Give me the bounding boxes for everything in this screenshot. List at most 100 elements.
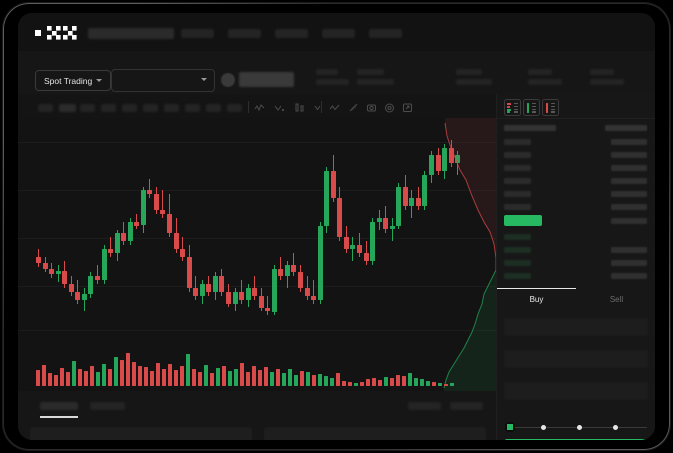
orderbook-ask-row-6[interactable] xyxy=(504,204,531,210)
tab-sell[interactable]: Sell xyxy=(609,295,624,304)
orderbook-ask-row-2[interactable] xyxy=(504,152,531,158)
orderbook-bid-row-1[interactable] xyxy=(504,234,531,240)
orderbook-ask-row-3[interactable] xyxy=(504,165,531,171)
volume-bar xyxy=(342,380,346,386)
nav-item-5[interactable] xyxy=(369,29,402,38)
orderbook-ask-row-4[interactable] xyxy=(504,178,531,184)
camera-icon[interactable] xyxy=(366,102,377,113)
indicator-wave-icon[interactable] xyxy=(254,102,265,113)
volume-bar xyxy=(228,370,232,386)
header-search-input[interactable] xyxy=(88,28,174,39)
volume-bar xyxy=(318,373,322,386)
orders-panel-right xyxy=(264,427,486,440)
toolbar-button-6[interactable] xyxy=(143,104,158,112)
orderbook-bids-icon[interactable] xyxy=(523,99,540,116)
orderbook-ask-row-1[interactable] xyxy=(504,139,531,145)
price-chart[interactable] xyxy=(18,118,496,391)
market-stat-3 xyxy=(456,69,492,85)
volume-bar xyxy=(66,371,70,386)
bottom-action-1[interactable] xyxy=(450,402,483,410)
volume-bar xyxy=(132,361,136,386)
nav-item-4[interactable] xyxy=(322,29,355,38)
nav-item-3[interactable] xyxy=(275,29,308,38)
volume-bar xyxy=(210,373,214,386)
bottom-tab-1[interactable] xyxy=(90,402,125,410)
toolbar-button-2[interactable] xyxy=(59,104,76,112)
ruler-icon[interactable] xyxy=(348,102,359,113)
orderbook-bid-amount-3[interactable] xyxy=(611,260,647,266)
bottom-action-0[interactable] xyxy=(408,402,441,410)
toolbar-button-8[interactable] xyxy=(185,104,200,112)
market-stat-1 xyxy=(316,69,349,85)
toolbar-separator xyxy=(248,101,249,113)
fullscreen-icon[interactable] xyxy=(402,102,413,113)
orderbook-bid-amount-4[interactable] xyxy=(611,273,647,279)
trading-pair-selector[interactable] xyxy=(111,69,215,92)
orderbook-last-amount[interactable] xyxy=(611,218,647,224)
amount-field[interactable] xyxy=(504,382,648,400)
compare-icon[interactable] xyxy=(274,102,285,113)
orderbook-bid-row-4[interactable] xyxy=(504,273,531,279)
volume-bar xyxy=(378,380,382,386)
amount-slider[interactable] xyxy=(505,422,647,432)
orderbook-ask-amount-3[interactable] xyxy=(611,165,647,171)
depth-chart-overlay xyxy=(442,118,496,391)
volume-bar xyxy=(174,370,178,386)
toolbar-button-5[interactable] xyxy=(122,104,137,112)
orderbook-ask-amount-6[interactable] xyxy=(611,204,647,210)
toolbar-button-9[interactable] xyxy=(206,104,221,112)
stat-value xyxy=(590,79,624,85)
orderbook-last-price[interactable] xyxy=(504,215,542,226)
orderbook-bid-row-2[interactable] xyxy=(504,247,531,253)
candlestick-series xyxy=(18,118,496,333)
price-field[interactable] xyxy=(504,350,648,368)
orderbook-both-icon[interactable] xyxy=(504,99,521,116)
volume-bar xyxy=(426,380,430,386)
volume-bar xyxy=(180,366,184,386)
volume-bar xyxy=(294,374,298,386)
volume-bar xyxy=(384,376,388,386)
slider-handle[interactable] xyxy=(505,422,515,432)
orderbook-ask-row-5[interactable] xyxy=(504,191,531,197)
logo-letter-k xyxy=(47,26,61,40)
orderbook-ask-amount-1[interactable] xyxy=(611,139,647,145)
slider-step-50[interactable] xyxy=(577,424,582,430)
volume-bar xyxy=(396,374,400,386)
toolbar-button-3[interactable] xyxy=(80,104,95,112)
stat-label xyxy=(357,69,384,75)
orderbook-bid-amount-2[interactable] xyxy=(611,247,647,253)
settings-icon[interactable] xyxy=(384,102,395,113)
tab-buy[interactable]: Buy xyxy=(497,288,576,311)
toolbar-button-7[interactable] xyxy=(164,104,179,112)
orderbook-ask-amount-4[interactable] xyxy=(611,178,647,184)
orderbook-bid-row-3[interactable] xyxy=(504,260,531,266)
volume-bar xyxy=(168,364,172,386)
submit-buy-button[interactable] xyxy=(504,439,648,440)
slider-step-75[interactable] xyxy=(613,424,618,430)
chevron-down-icon[interactable] xyxy=(312,102,323,113)
toolbar-button-1[interactable] xyxy=(38,104,53,112)
orderbook-trade-panel: Buy Sell xyxy=(496,94,655,440)
nav-item-1[interactable] xyxy=(181,29,214,38)
slider-step-25[interactable] xyxy=(541,424,546,430)
nav-item-2[interactable] xyxy=(228,29,261,38)
volume-bar xyxy=(354,383,358,386)
volume-bar xyxy=(240,363,244,386)
okx-logo[interactable] xyxy=(31,26,77,40)
orderbook-header-right xyxy=(605,125,647,131)
volume-bar xyxy=(84,370,88,386)
orderbook-asks-icon[interactable] xyxy=(542,99,559,116)
spot-trading-selector[interactable]: Spot Trading xyxy=(35,70,112,91)
toolbar-button-10[interactable] xyxy=(227,104,242,112)
orderbook-ask-amount-2[interactable] xyxy=(611,152,647,158)
volume-bar xyxy=(144,367,148,386)
stat-value xyxy=(357,79,394,85)
volume-bar xyxy=(216,367,220,386)
order-type-field[interactable] xyxy=(504,318,648,336)
line-chart-icon[interactable] xyxy=(329,102,340,113)
bottom-tab-0[interactable] xyxy=(40,402,78,410)
toolbar-button-4[interactable] xyxy=(101,104,116,112)
orderbook-ask-amount-5[interactable] xyxy=(611,191,647,197)
candles-icon[interactable] xyxy=(294,102,305,113)
